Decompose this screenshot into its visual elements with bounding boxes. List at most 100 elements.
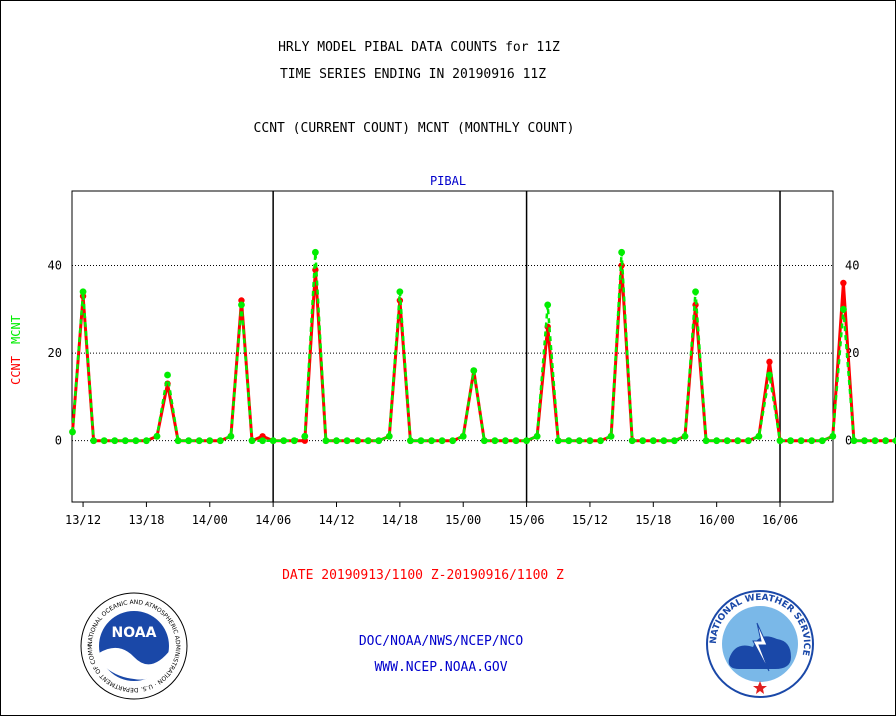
y-tick-label-left: 20 — [48, 346, 62, 360]
data-point-mcnt — [882, 437, 890, 445]
grid-lines — [72, 264, 833, 442]
y-tick-label-left: 0 — [55, 434, 62, 448]
svg-text:CCNTMCNT: CCNT MCNT — [9, 315, 23, 385]
data-point-mcnt — [311, 248, 319, 256]
data-point-mcnt — [333, 437, 340, 445]
data-point-mcnt — [69, 428, 76, 436]
data-point-mcnt — [692, 288, 699, 296]
x-tick-label: 15/06 — [509, 513, 545, 527]
data-point-mcnt — [354, 437, 362, 445]
series-line-mcnt — [71, 251, 896, 442]
x-tick-label: 15/00 — [445, 513, 481, 527]
data-point-mcnt — [301, 432, 309, 440]
noaa-logo-text: NOAA — [112, 625, 157, 641]
data-point-mcnt — [575, 437, 583, 445]
data-point-mcnt — [491, 437, 499, 445]
data-point-mcnt — [512, 437, 520, 445]
data-point-mcnt — [523, 437, 530, 445]
series-line-ccnt — [71, 264, 896, 443]
data-point-mcnt — [407, 437, 414, 445]
data-point-mcnt — [586, 437, 594, 445]
data-point-mcnt — [766, 371, 773, 379]
data-point-mcnt — [744, 437, 752, 445]
y-axis-label: CCNT MCNT — [9, 315, 23, 385]
data-point-mcnt — [565, 437, 573, 445]
x-tick-label: 14/18 — [382, 513, 418, 527]
data-point-mcnt — [681, 432, 689, 440]
data-point-mcnt — [533, 432, 541, 440]
data-point-mcnt — [290, 437, 298, 445]
x-tick-label: 14/00 — [192, 513, 228, 527]
data-point-mcnt — [554, 437, 562, 445]
x-tick-label: 16/00 — [699, 513, 735, 527]
subtitle: CCNT (CURRENT COUNT) MCNT (MONTHLY COUNT… — [254, 121, 575, 136]
data-point-mcnt — [892, 437, 896, 445]
data-point-mcnt — [808, 437, 816, 445]
series-mcnt — [69, 248, 896, 445]
x-tick-label: 14/06 — [255, 513, 291, 527]
data-point-mcnt — [755, 432, 763, 440]
data-point-mcnt — [121, 437, 129, 445]
y-label-ccnt: CCNT — [9, 356, 23, 385]
data-point-mcnt — [280, 437, 288, 445]
star-icon — [753, 681, 767, 694]
data-point-mcnt — [787, 437, 794, 445]
data-point-mcnt — [839, 305, 847, 313]
data-point-mcnt — [861, 437, 868, 445]
org-line: DOC/NOAA/NWS/NCEP/NCO — [359, 634, 524, 649]
data-point-mcnt — [459, 432, 467, 440]
data-point-mcnt — [649, 437, 657, 445]
data-point-mcnt — [216, 437, 224, 445]
data-point-mcnt — [818, 437, 826, 445]
data-point-mcnt — [449, 437, 457, 445]
data-point-mcnt — [702, 437, 710, 445]
data-point-mcnt — [143, 437, 150, 445]
data-point-mcnt — [639, 437, 647, 445]
data-point-mcnt — [776, 437, 784, 445]
data-point-mcnt — [111, 437, 119, 445]
data-point-mcnt — [671, 437, 678, 445]
data-point-mcnt — [607, 432, 615, 440]
date-range: DATE 20190913/1100 Z-20190916/1100 Z — [282, 568, 564, 583]
day-divider-lines — [272, 191, 781, 502]
data-point-mcnt — [470, 367, 478, 374]
data-point-mcnt — [343, 437, 351, 445]
x-tick-label: 16/06 — [762, 513, 798, 527]
data-point-mcnt — [375, 437, 383, 445]
noaa-logo: NOAA NATIONAL OCEANIC AND ATMOSPHERIC AD… — [79, 591, 188, 700]
data-point-mcnt — [723, 437, 731, 445]
data-point-mcnt — [618, 248, 626, 256]
data-point-mcnt — [417, 437, 425, 445]
x-tick-label: 13/18 — [128, 513, 164, 527]
data-point-mcnt — [871, 437, 879, 445]
data-point-mcnt — [438, 437, 446, 445]
data-point-mcnt — [238, 301, 245, 309]
data-point-mcnt — [322, 437, 330, 445]
data-point-mcnt — [734, 437, 742, 445]
data-point-mcnt — [597, 437, 604, 445]
title-line-1: HRLY MODEL PIBAL DATA COUNTS for 11Z — [278, 40, 560, 55]
data-point-mcnt — [797, 437, 805, 445]
url-line: WWW.NCEP.NOAA.GOV — [374, 660, 507, 675]
y-tick-label-right: 40 — [845, 258, 859, 272]
y-tick-label-right: 0 — [845, 434, 852, 448]
data-point-mcnt — [153, 432, 161, 440]
data-point-mcnt — [713, 437, 721, 445]
data-point-mcnt — [227, 432, 235, 440]
x-tick-labels: 13/12 13/18 14/00 14/06 14/12 14/18 15/00 15/06… — [65, 502, 798, 527]
data-point-mcnt — [206, 437, 214, 445]
data-point-mcnt — [396, 288, 404, 296]
data-point-mcnt — [385, 432, 393, 440]
data-point-mcnt — [174, 437, 182, 445]
x-tick-label: 15/18 — [635, 513, 671, 527]
data-point-mcnt — [829, 432, 837, 440]
data-point-mcnt — [185, 437, 193, 445]
data-point-mcnt — [79, 288, 87, 296]
x-tick-label: 15/12 — [572, 513, 608, 527]
data-point-mcnt — [248, 437, 256, 445]
data-point-mcnt — [502, 437, 509, 445]
x-tick-label: 14/12 — [318, 513, 354, 527]
data-point-mcnt — [195, 437, 203, 445]
data-point-mcnt — [269, 437, 277, 445]
data-point-mcnt — [90, 437, 98, 445]
